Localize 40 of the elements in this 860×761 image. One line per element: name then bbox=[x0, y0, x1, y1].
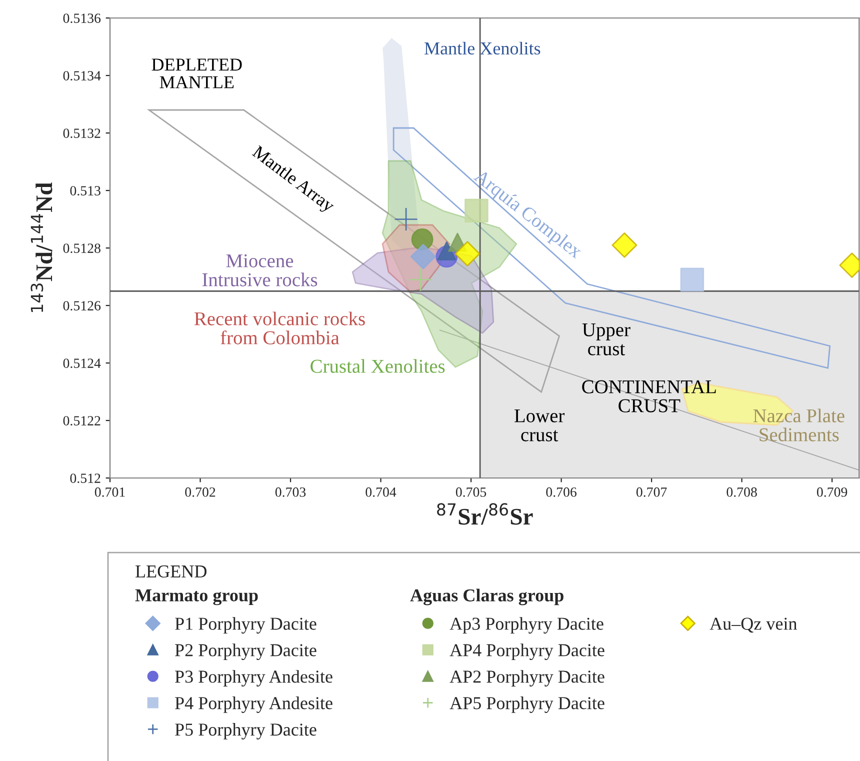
y-tick-label: 0.5134 bbox=[63, 71, 101, 81]
text: Aguas Claras group bbox=[410, 588, 564, 606]
y-tick-label: 0.5132 bbox=[63, 128, 100, 138]
annotation: Miocene Intrusive rocks bbox=[202, 254, 318, 286]
annotation: Recent volcanic rocks from Colombia bbox=[194, 312, 365, 344]
legend-title: LEGEND bbox=[136, 565, 206, 578]
legend-label: P2 Porphyry Dacite bbox=[175, 644, 316, 660]
x-tick-label: 0.705 bbox=[456, 487, 486, 497]
y-tick-label: 0.5124 bbox=[63, 358, 101, 368]
x-tick-label: 0.709 bbox=[816, 487, 848, 497]
x-tick-label: 0.701 bbox=[94, 487, 125, 497]
x-tick-label: 0.707 bbox=[636, 487, 667, 497]
y-tick-label: 0.5126 bbox=[63, 301, 101, 311]
annotation: Upper crust bbox=[582, 323, 630, 356]
x-tick-label: 0.708 bbox=[726, 487, 757, 497]
legend-label: AP5 Porphyry Dacite bbox=[450, 696, 604, 713]
legend-label: AP4 Porphyry Dacite bbox=[450, 644, 604, 660]
x-axis-title: $^{87}$Sr/$^{86}$Sr bbox=[437, 503, 533, 525]
legend-label: Ap3 Porphyry Dacite bbox=[450, 617, 604, 634]
legend-label: Au–Qz vein bbox=[710, 618, 797, 633]
y-tick-label: 0.512 bbox=[70, 474, 100, 484]
legend-label: AP2 Porphyry Dacite bbox=[450, 670, 604, 686]
y-tick-label: 0.5122 bbox=[63, 416, 100, 426]
y-tick-label: 0.513 bbox=[70, 186, 100, 196]
legend-label: P1 Porphyry Dacite bbox=[175, 617, 316, 634]
y-tick-label: 0.5128 bbox=[63, 244, 100, 254]
x-tick-label: 0.702 bbox=[185, 487, 216, 497]
y-tick-label: 0.5136 bbox=[63, 14, 101, 24]
y-axis-title: $^{143}$Nd/$^{144}$Nd bbox=[30, 182, 52, 312]
legend-label: P3 Porphyry Andesite bbox=[175, 670, 332, 686]
annotation: CONTINENTAL CRUST bbox=[582, 380, 716, 412]
legend-label: P4 Porphyry Andesite bbox=[175, 696, 332, 713]
annotation: Crustal Xenolites bbox=[310, 359, 445, 373]
legend-label: P5 Porphyry Dacite bbox=[175, 723, 316, 740]
annotation: Lower crust bbox=[514, 409, 565, 442]
x-tick-label: 0.703 bbox=[275, 487, 306, 497]
x-tick-label: 0.704 bbox=[366, 487, 396, 497]
x-tick-label: 0.706 bbox=[546, 487, 576, 497]
text: Marmato group bbox=[135, 589, 258, 606]
annotation: DEPLETED MANTLE bbox=[152, 58, 242, 88]
